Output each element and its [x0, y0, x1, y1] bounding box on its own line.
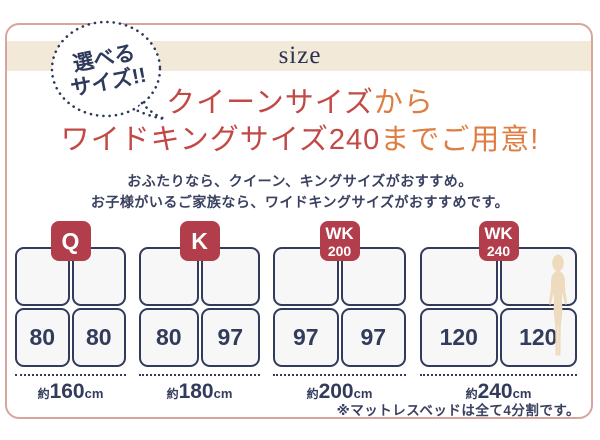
- bed-diagram-wk240: WK 240 120 120 約240cm: [420, 221, 577, 403]
- mattress-section: 97: [273, 308, 339, 367]
- speech-bubble-icon: 選べる サイズ!!: [50, 20, 166, 121]
- measure-line: [420, 374, 577, 376]
- footnote: ※マットレスベッドは全て4分割です。: [336, 403, 580, 418]
- mattress-grid: 80 97: [139, 247, 260, 367]
- choose-size-bubble: 選べる サイズ!!: [48, 19, 170, 129]
- description-line2: お子様がいるご家族なら、ワイドキングサイズがおすすめです。: [90, 194, 510, 210]
- measure-line: [139, 374, 260, 376]
- bed-diagram-queen: Q 80 80 約160cm: [15, 221, 126, 403]
- mattress-grid: 97 97: [273, 247, 406, 367]
- width-value: 80: [155, 324, 182, 350]
- total-width-label: 約240cm: [465, 380, 532, 403]
- section-title: size: [278, 42, 322, 69]
- width-value: 80: [85, 324, 112, 350]
- mattress-section: 80: [139, 308, 199, 367]
- size-badge-wk200: WK 200: [319, 221, 360, 261]
- mattress-grid: 80 80: [15, 247, 126, 367]
- mattress-section: 120: [420, 308, 498, 367]
- size-badge-wk240: WK 240: [478, 221, 519, 261]
- bed-diagram-wk200: WK 200 97 97 約200cm: [273, 221, 406, 403]
- mattress-grid: 120 120: [420, 247, 577, 367]
- size-badge-q: Q: [50, 221, 91, 261]
- total-width-label: 約200cm: [306, 380, 373, 403]
- mattress-section: [71, 247, 126, 306]
- person-silhouette-icon: [542, 254, 574, 358]
- bed-diagram-king: K 80 97 約180cm: [139, 221, 260, 403]
- mattress-section: 120: [499, 308, 577, 367]
- mattress-section: 97: [340, 308, 406, 367]
- measure-line: [15, 374, 126, 376]
- mattress-section: 80: [15, 308, 70, 367]
- mattress-section: 80: [71, 308, 126, 367]
- mattress-section: [139, 247, 199, 306]
- width-value: 120: [519, 324, 558, 350]
- width-value: 120: [439, 324, 478, 350]
- heading-line1: クイーンサイズから: [166, 87, 434, 119]
- width-value: 80: [29, 324, 56, 350]
- width-value: 97: [292, 324, 319, 350]
- total-width-label: 約180cm: [166, 380, 233, 403]
- mattress-section: [273, 247, 339, 306]
- width-value: 97: [217, 324, 244, 350]
- description: おふたりなら、クイーン、キングサイズがおすすめ。 お子様がいるご家族なら、ワイド…: [0, 171, 600, 213]
- size-badge-k: K: [179, 221, 220, 261]
- width-value: 97: [360, 324, 387, 350]
- mattress-section: 97: [200, 308, 260, 367]
- description-line1: おふたりなら、クイーン、キングサイズがおすすめ。: [127, 173, 473, 189]
- measure-line: [273, 374, 406, 376]
- heading-line2: ワイドキングサイズ240までご用意!: [60, 124, 540, 156]
- main-heading: クイーンサイズから ワイドキングサイズ240までご用意!: [0, 85, 600, 159]
- total-width-label: 約160cm: [37, 380, 104, 403]
